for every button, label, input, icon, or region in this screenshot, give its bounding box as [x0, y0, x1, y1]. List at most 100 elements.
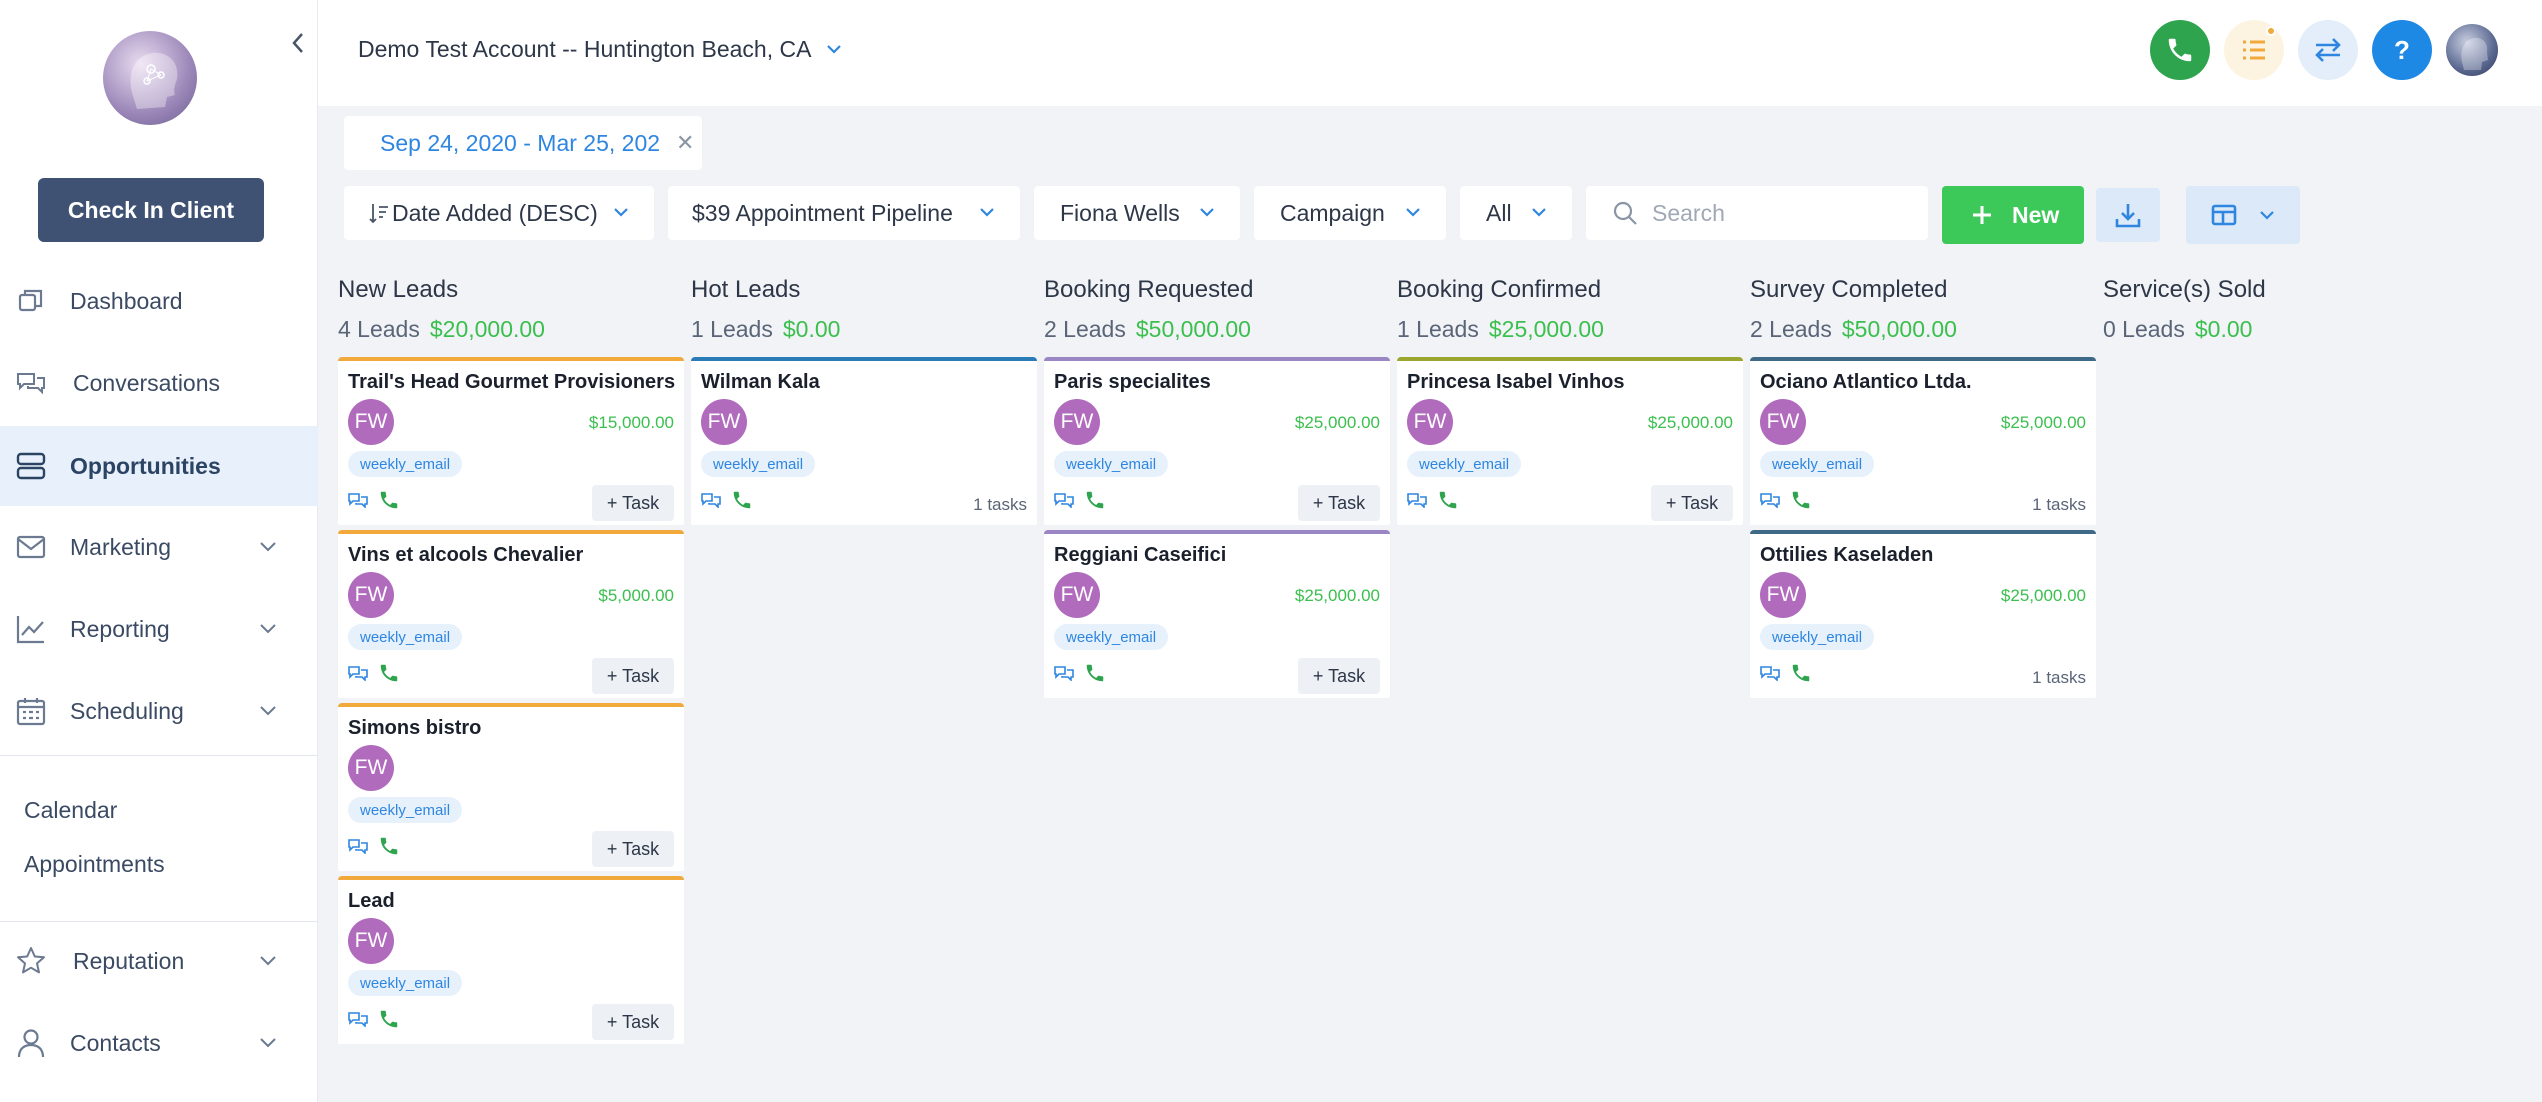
phone-icon[interactable]	[378, 489, 400, 511]
add-task-button[interactable]: + Task	[592, 1004, 674, 1040]
phone-button[interactable]	[2150, 20, 2210, 80]
add-task-button[interactable]: + Task	[1298, 658, 1380, 694]
tag-badge: weekly_email	[1760, 451, 1875, 477]
search-box[interactable]	[1586, 186, 1928, 240]
message-icon[interactable]	[1407, 492, 1427, 508]
phone-icon[interactable]	[378, 835, 400, 857]
nav-dashboard[interactable]: Dashboard	[0, 261, 318, 341]
phone-icon[interactable]	[1084, 489, 1106, 511]
phone-icon[interactable]	[731, 489, 753, 511]
nav-label: Scheduling	[70, 697, 184, 724]
nav-scheduling[interactable]: Scheduling	[0, 671, 318, 751]
opportunity-card[interactable]: Wilman Kala FW weekly_email 1 tasks	[691, 357, 1037, 525]
clear-date-icon[interactable]: ✕	[676, 130, 695, 155]
nav-contacts[interactable]: Contacts	[0, 1003, 318, 1083]
opportunity-card[interactable]: Lead FW weekly_email + Task	[338, 876, 684, 1044]
nav-label: Opportunities	[70, 452, 221, 479]
nav-reputation[interactable]: Reputation	[0, 921, 318, 1001]
card-title: Paris specialites	[1054, 371, 1211, 393]
column-count: 4 Leads	[338, 316, 420, 342]
phone-icon[interactable]	[378, 1008, 400, 1030]
user-avatar[interactable]	[2446, 24, 2498, 76]
column-count: 1 Leads	[1397, 316, 1479, 342]
nav-label: Reputation	[73, 947, 185, 974]
opportunity-card[interactable]: Reggiani Caseifici FW $25,000.00 weekly_…	[1044, 530, 1390, 698]
task-count: 1 tasks	[973, 495, 1027, 514]
sort-dropdown[interactable]: Date Added (DESC)	[344, 186, 654, 240]
message-icon[interactable]	[1760, 665, 1780, 681]
collapse-sidebar-button[interactable]	[286, 28, 310, 58]
opportunity-card[interactable]: Trail's Head Gourmet Provisioners FW $15…	[338, 357, 684, 525]
card-title: Simons bistro	[348, 717, 482, 739]
message-icon[interactable]	[348, 1011, 368, 1027]
help-button[interactable]: ?	[2372, 20, 2432, 80]
dashboard-icon	[18, 289, 43, 312]
brand-logo	[103, 31, 197, 125]
column-title: Survey Completed	[1750, 276, 1948, 303]
add-task-button[interactable]: + Task	[592, 485, 674, 521]
opportunity-card[interactable]: Ociano Atlantico Ltda. FW $25,000.00 wee…	[1750, 357, 2096, 525]
calendar-icon	[16, 698, 46, 726]
tag-badge: weekly_email	[348, 970, 463, 996]
sort-label: Date Added (DESC)	[392, 199, 598, 226]
opportunity-card[interactable]: Paris specialites FW $25,000.00 weekly_e…	[1044, 357, 1390, 525]
date-range-chip[interactable]: Sep 24, 2020 - Mar 25, 202 ✕	[344, 116, 702, 170]
question-icon: ?	[2394, 35, 2410, 65]
tag-badge: weekly_email	[1407, 451, 1522, 477]
card-value: $5,000.00	[598, 586, 674, 605]
nav-marketing[interactable]: Marketing	[0, 507, 318, 587]
opportunity-card[interactable]: Princesa Isabel Vinhos FW $25,000.00 wee…	[1397, 357, 1743, 525]
message-icon[interactable]	[701, 492, 721, 508]
switch-button[interactable]	[2298, 20, 2358, 80]
tag-badge: weekly_email	[1054, 624, 1169, 650]
message-icon[interactable]	[348, 838, 368, 854]
status-dropdown[interactable]: All	[1460, 186, 1572, 240]
add-task-button[interactable]: + Task	[592, 658, 674, 694]
chevron-down-icon	[260, 624, 276, 634]
add-task-button[interactable]: + Task	[1651, 485, 1733, 521]
sidebar: Check In Client Dashboard Conversations …	[0, 0, 318, 1102]
phone-icon[interactable]	[1790, 662, 1812, 684]
account-name: Demo Test Account -- Huntington Beach, C…	[358, 36, 812, 62]
campaign-label: Campaign	[1280, 199, 1385, 226]
new-opportunity-button[interactable]: New	[1942, 186, 2084, 244]
phone-icon[interactable]	[1437, 489, 1459, 511]
pipeline-dropdown[interactable]: $39 Appointment Pipeline	[668, 186, 1020, 240]
opportunity-card[interactable]: Simons bistro FW weekly_email + Task	[338, 703, 684, 871]
phone-icon[interactable]	[1084, 662, 1106, 684]
opportunity-card[interactable]: Ottilies Kaseladen FW $25,000.00 weekly_…	[1750, 530, 2096, 698]
campaign-dropdown[interactable]: Campaign	[1254, 186, 1446, 240]
view-toggle-button[interactable]	[2186, 186, 2300, 244]
column-title: Booking Requested	[1044, 276, 1254, 303]
column-title: Service(s) Sold	[2103, 276, 2266, 303]
user-dropdown[interactable]: Fiona Wells	[1034, 186, 1240, 240]
add-task-button[interactable]: + Task	[1298, 485, 1380, 521]
message-icon[interactable]	[1054, 492, 1074, 508]
nav-calendar[interactable]: Calendar	[24, 797, 118, 823]
check-in-client-button[interactable]: Check In Client	[38, 178, 264, 242]
task-list-icon	[2243, 40, 2265, 60]
mail-icon	[16, 535, 46, 559]
phone-icon[interactable]	[1790, 489, 1812, 511]
opportunity-card[interactable]: Vins et alcools Chevalier FW $5,000.00 w…	[338, 530, 684, 698]
tag-badge: weekly_email	[701, 451, 816, 477]
download-button[interactable]	[2096, 188, 2160, 242]
phone-icon[interactable]	[378, 662, 400, 684]
nav-reporting[interactable]: Reporting	[0, 589, 318, 669]
tasks-button[interactable]	[2224, 20, 2284, 80]
account-switcher[interactable]: Demo Test Account -- Huntington Beach, C…	[358, 36, 843, 63]
message-icon[interactable]	[348, 665, 368, 681]
add-task-button[interactable]: + Task	[592, 831, 674, 867]
column-amount: $20,000.00	[429, 316, 545, 342]
message-icon[interactable]	[1054, 665, 1074, 681]
nav-conversations[interactable]: Conversations	[0, 343, 318, 423]
column-count: 1 Leads	[691, 316, 773, 342]
card-title: Trail's Head Gourmet Provisioners	[348, 371, 676, 393]
search-input[interactable]	[1652, 200, 1912, 227]
nav-opportunities[interactable]: Opportunities	[0, 426, 318, 506]
message-icon[interactable]	[1760, 492, 1780, 508]
message-icon[interactable]	[348, 492, 368, 508]
assignee-avatar: FW	[1054, 572, 1100, 618]
nav-appointments[interactable]: Appointments	[24, 851, 165, 877]
column-amount: $25,000.00	[1488, 316, 1604, 342]
